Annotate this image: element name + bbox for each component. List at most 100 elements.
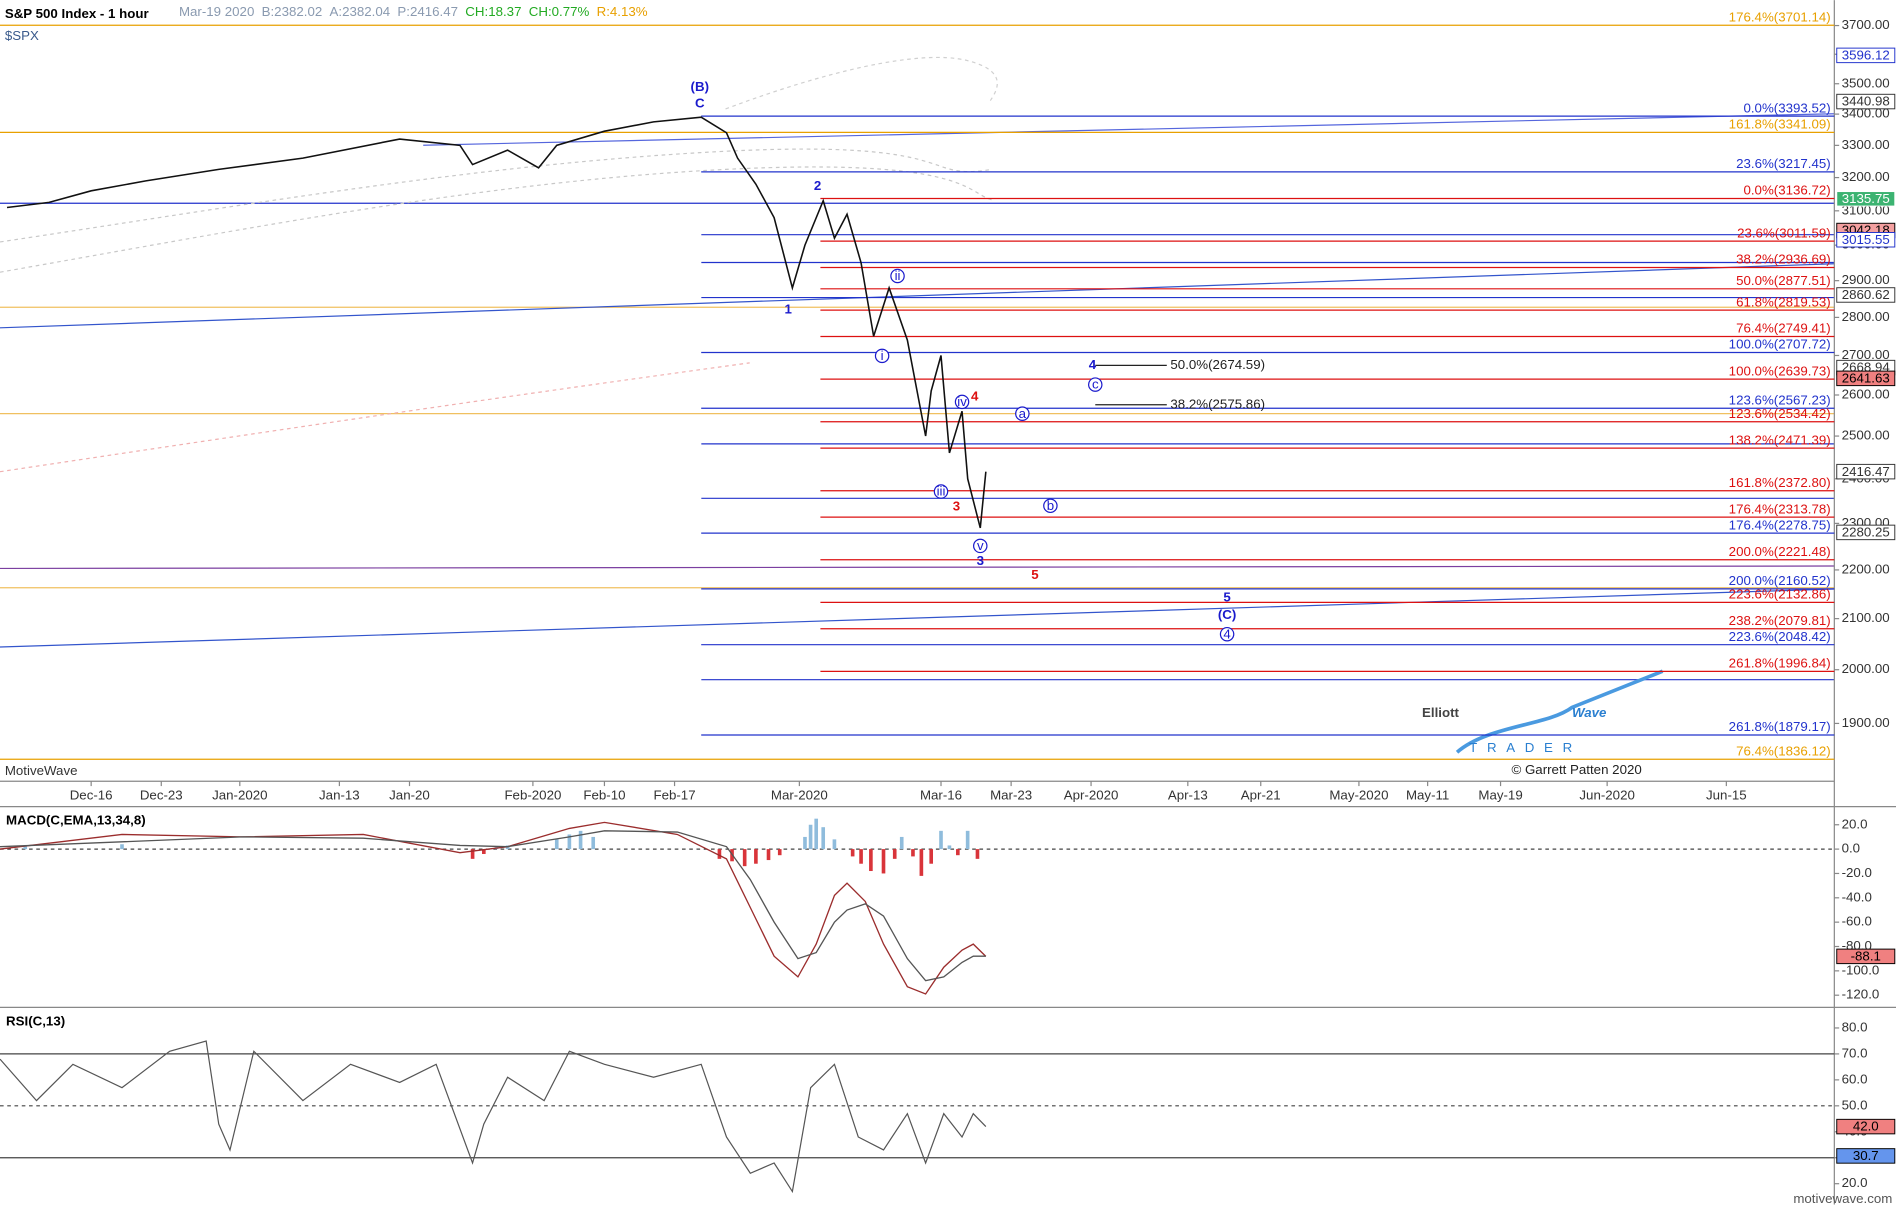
price-box [1836, 1148, 1896, 1164]
histogram-bar [766, 849, 771, 861]
footer: MotiveWave [5, 763, 78, 778]
histogram-bar [591, 836, 596, 850]
wave-label: 4 [1089, 357, 1097, 372]
histogram-bar [832, 839, 837, 850]
y-tick-label: 20.0 [1842, 1175, 1868, 1190]
x-tick-label: Jun-2020 [1579, 787, 1634, 802]
price-box [1836, 524, 1896, 541]
quote: Mar-19 2020 B:2382.02 A:2382.04 P:2416.47 CH… [179, 4, 648, 19]
panel: 80.070.060.050.040.030.020.042.030.7 [0, 1019, 1896, 1194]
wave-circle [1088, 377, 1103, 392]
wave-label: iv [957, 394, 967, 409]
x-tick-label: Mar-23 [990, 787, 1032, 802]
price-box [1836, 191, 1896, 207]
x-tick-label: Mar-16 [920, 787, 962, 802]
data-line [6, 116, 987, 529]
histogram-bar [777, 849, 782, 856]
histogram-bar [975, 849, 980, 859]
wave-label: (B) [691, 79, 709, 94]
price-box [1836, 287, 1896, 303]
wave-circle [954, 394, 970, 410]
level-label: 176.4%(2278.75) [1729, 517, 1831, 532]
level-label: 261.8%(1879.17) [1729, 719, 1831, 734]
quote-item: P:2416.47 [397, 4, 458, 19]
histogram-bar [881, 849, 886, 874]
histogram-bar [869, 849, 873, 872]
level-label: 123.6%(2534.42) [1729, 406, 1831, 421]
level-label: 23.6%(3217.45) [1736, 156, 1831, 171]
x-tick-label: Feb-2020 [504, 787, 561, 802]
x-tick-label: Apr-13 [1168, 787, 1208, 802]
wave-label: 5 [1031, 567, 1039, 582]
price-box-label: 2641.63 [1842, 370, 1890, 385]
y-tick-label: 2800.00 [1842, 309, 1890, 324]
data-line [0, 830, 986, 982]
price-box [1836, 463, 1896, 480]
histogram-bar [482, 849, 486, 854]
wave-label: b [1047, 498, 1054, 513]
wave-label: 3 [953, 499, 960, 514]
y-tick-label: 3200.00 [1842, 169, 1890, 184]
x-tick-label: Jan-2020 [212, 787, 267, 802]
price-box-label: 42.0 [1853, 1119, 1879, 1134]
y-tick-label: 50.0 [1842, 1097, 1868, 1112]
data-line [0, 821, 987, 995]
y-tick-label: 2500.00 [1842, 428, 1890, 443]
histogram-bar [120, 844, 124, 850]
histogram-bar [578, 830, 583, 850]
y-tick-label: 2100.00 [1842, 610, 1890, 625]
panel: 1900.002000.002100.002200.002300.002400.… [0, 9, 1896, 802]
level-label: 223.6%(2132.86) [1729, 587, 1831, 602]
price-box-label: 2280.25 [1842, 525, 1890, 540]
x-tick-label: May-2020 [1329, 787, 1388, 802]
y-tick-label: 2600.00 [1842, 387, 1890, 402]
y-tick-label: 3500.00 [1842, 75, 1890, 90]
y-tick-label: -120.0 [1842, 987, 1880, 1002]
wave-label: 5 [1223, 589, 1231, 604]
trend-line [0, 263, 1835, 329]
histogram-bar [567, 834, 572, 850]
quote-item: A:2382.04 [330, 4, 391, 19]
logo: Elliott Wave TRADER [1422, 669, 1664, 755]
x-tick-label: Jan-13 [319, 787, 360, 802]
level-label: 38.2%(2575.86) [1170, 396, 1265, 411]
wave-label: i [881, 348, 884, 363]
level-label: 61.8%(2819.53) [1736, 294, 1831, 309]
level-label: 0.0%(3136.72) [1743, 183, 1830, 198]
price-box [1836, 948, 1896, 965]
quote-item: CH:18.37 [465, 4, 521, 19]
histogram-bar [742, 849, 747, 867]
x-tick-label: May-11 [1406, 787, 1449, 802]
y-tick-label: 3700.00 [1842, 17, 1890, 32]
y-tick-label: -20.0 [1842, 865, 1872, 880]
wave-circle [1219, 626, 1235, 642]
level-label: 50.0%(2674.59) [1170, 357, 1265, 372]
chart-title: S&P 500 Index - 1 hour [5, 6, 149, 21]
histogram-bar [717, 849, 722, 859]
moving-average [725, 56, 998, 110]
y-tick-label: -60.0 [1842, 914, 1872, 929]
level-label: 123.6%(2567.23) [1729, 393, 1831, 408]
x-tick-label: Apr-21 [1241, 787, 1281, 802]
histogram-bar [892, 849, 897, 859]
histogram-bar [23, 845, 28, 850]
price-box-label: 3440.98 [1842, 94, 1890, 109]
price-box-label: 3596.12 [1842, 47, 1890, 62]
level-label: 200.0%(2221.48) [1729, 544, 1831, 559]
level-label: 176.4%(3701.14) [1729, 9, 1831, 24]
level-label: 161.8%(3341.09) [1729, 117, 1831, 132]
level-label: 76.4%(2749.41) [1736, 321, 1831, 336]
wave-label: 2 [814, 178, 821, 193]
x-tick-label: Dec-23 [140, 787, 183, 802]
moving-average [0, 148, 992, 243]
trend-line [423, 113, 1835, 146]
y-tick-label: 2700.00 [1842, 347, 1890, 362]
wave-label: C [695, 96, 705, 111]
wave-label: iii [937, 484, 946, 499]
quote-item: CH:0.77% [529, 4, 590, 19]
level-label: 0.0%(3393.52) [1743, 100, 1830, 115]
wave-label: 1 [784, 301, 792, 316]
histogram-bar [947, 845, 952, 850]
